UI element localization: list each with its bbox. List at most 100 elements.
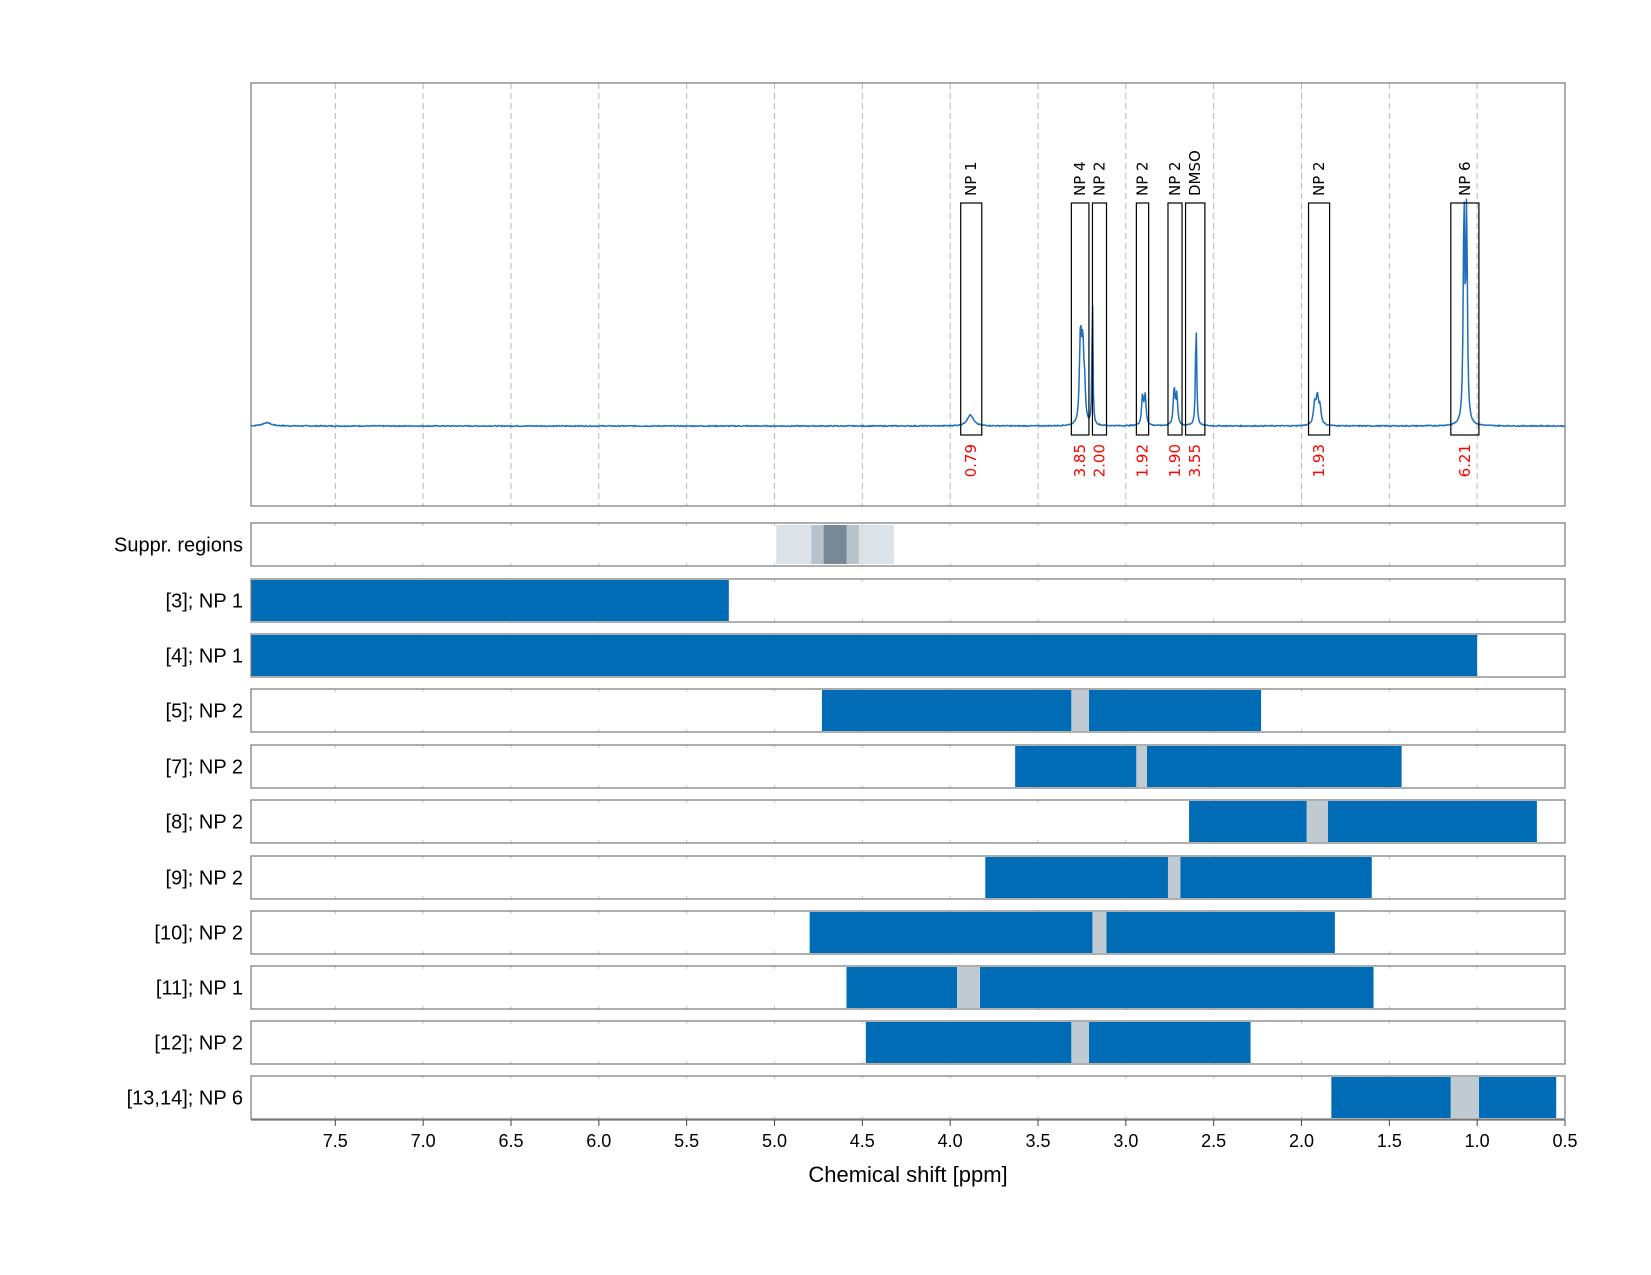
row-frame xyxy=(250,688,1566,733)
peak-box: NP 2 1.92 xyxy=(1134,161,1152,477)
peak-label: NP 6 xyxy=(1456,161,1474,196)
range-gap xyxy=(1071,690,1089,731)
range-row: [4]; NP 1 xyxy=(166,633,1566,678)
peak-box: DMSO 3.55 xyxy=(1184,150,1206,477)
peak-box: NP 6 6.21 xyxy=(1450,161,1480,477)
range-bar xyxy=(821,690,1072,731)
integral-value: 6.21 xyxy=(1456,444,1474,477)
x-tick-label: 6.5 xyxy=(498,1131,523,1151)
range-bar xyxy=(1106,912,1335,953)
x-tick-label: 2.0 xyxy=(1289,1131,1314,1151)
peak-box-frame xyxy=(1070,202,1090,436)
peak-box: NP 4 3.85 xyxy=(1070,161,1090,477)
spectrum-frame xyxy=(250,82,1566,507)
range-row: [8]; NP 2 xyxy=(166,799,1566,844)
x-tick-label: 1.5 xyxy=(1377,1131,1402,1151)
range-row: [11]; NP 1 xyxy=(156,965,1566,1010)
peak-label: NP 4 xyxy=(1071,161,1089,196)
peak-box-frame xyxy=(1091,202,1108,436)
row-frame xyxy=(250,1020,1566,1065)
range-gap xyxy=(1450,1077,1479,1118)
range-bar xyxy=(1180,857,1372,898)
spectrum-trace xyxy=(250,198,1566,428)
range-row: [13,14]; NP 6 xyxy=(127,1075,1566,1120)
peak-box-frame xyxy=(1135,202,1150,436)
peak-box-frame xyxy=(1450,202,1480,436)
range-gap xyxy=(1136,746,1147,787)
peak-box-frame xyxy=(1184,202,1206,436)
range-bar xyxy=(809,912,1093,953)
row-label: [3]; NP 1 xyxy=(166,591,243,613)
range-gap xyxy=(957,967,981,1008)
row-label: [7]; NP 2 xyxy=(166,757,243,779)
row-label: [10]; NP 2 xyxy=(154,923,243,945)
range-row: [9]; NP 2 xyxy=(166,855,1566,900)
row-frame xyxy=(250,578,1566,623)
row-label: [8]; NP 2 xyxy=(166,812,243,834)
peak-box-frame xyxy=(1307,202,1331,436)
range-row: [12]; NP 2 xyxy=(154,1020,1566,1065)
row-frame xyxy=(250,522,1566,567)
spectrum-panel: NP 1 0.79 NP 4 3.85 NP 2 2.00 NP 2 1.92 NP 2 1.90… xyxy=(250,82,1566,507)
range-rows: Suppr. regions [3]; NP 1 [4]; NP 1 [5]; NP … xyxy=(114,522,1566,1120)
range-bar xyxy=(1088,690,1262,731)
x-axis-label: Chemical shift [ppm] xyxy=(808,1162,1007,1187)
x-tick-label: 7.0 xyxy=(411,1131,436,1151)
range-bar xyxy=(985,857,1168,898)
row-frame xyxy=(250,855,1566,900)
range-row: [5]; NP 2 xyxy=(166,688,1566,733)
peak-label: DMSO xyxy=(1186,150,1204,196)
x-tick-label: 4.0 xyxy=(938,1131,963,1151)
integral-value: 1.90 xyxy=(1166,444,1184,477)
x-axis: 7.5 7.0 6.5 6.0 5.5 5.0 4.5 4.0 3.5 3.0 2.5 2.0 1.5 1… xyxy=(251,1119,1578,1151)
row-frame xyxy=(250,799,1566,844)
suppression-region xyxy=(823,525,847,564)
range-bar xyxy=(1331,1077,1451,1118)
x-tick-label: 2.5 xyxy=(1201,1131,1226,1151)
range-bar xyxy=(980,967,1374,1008)
range-bar xyxy=(251,635,1478,676)
x-tick-label: 1.0 xyxy=(1465,1131,1490,1151)
row-label: [12]; NP 2 xyxy=(154,1033,243,1055)
range-row: [3]; NP 1 xyxy=(166,578,1566,623)
row-label: Suppr. regions xyxy=(114,535,243,557)
peak-box: NP 1 0.79 xyxy=(960,161,983,477)
row-label: [4]; NP 1 xyxy=(166,646,243,668)
x-tick-label: 6.0 xyxy=(586,1131,611,1151)
peak-box: NP 2 2.00 xyxy=(1090,161,1108,477)
range-row: [10]; NP 2 xyxy=(154,910,1566,955)
integral-value: 1.93 xyxy=(1310,444,1328,477)
row-frame xyxy=(250,633,1566,678)
x-tick-label: 3.5 xyxy=(1025,1131,1050,1151)
x-tick-label: 4.5 xyxy=(850,1131,875,1151)
range-bar xyxy=(1478,1077,1557,1118)
row-frame xyxy=(250,1075,1566,1120)
integral-value: 0.79 xyxy=(962,444,980,477)
row-label: [11]; NP 1 xyxy=(156,978,243,1000)
x-tick-label: 7.5 xyxy=(323,1131,348,1151)
peak-label: NP 2 xyxy=(1134,161,1152,196)
range-gap xyxy=(1167,857,1181,898)
range-row: [7]; NP 2 xyxy=(166,744,1566,789)
integral-value: 2.00 xyxy=(1090,444,1108,477)
range-bar xyxy=(251,580,729,621)
range-gap xyxy=(1092,912,1107,953)
row-label: [5]; NP 2 xyxy=(166,701,243,723)
range-gap xyxy=(1071,1022,1089,1063)
range-bar xyxy=(865,1022,1072,1063)
row-label: [9]; NP 2 xyxy=(166,868,243,890)
range-bar xyxy=(1146,746,1402,787)
peak-box-frame xyxy=(1167,202,1183,436)
integral-value: 3.55 xyxy=(1186,444,1204,477)
range-gap xyxy=(1306,801,1328,842)
row-frame xyxy=(250,744,1566,789)
peak-label: NP 1 xyxy=(962,161,980,196)
x-tick-label: 5.0 xyxy=(762,1131,787,1151)
integral-value: 1.92 xyxy=(1134,444,1152,477)
peak-label: NP 2 xyxy=(1166,161,1184,196)
range-bar xyxy=(1088,1022,1251,1063)
row-frame xyxy=(250,965,1566,1010)
x-tick-label: 3.0 xyxy=(1113,1131,1138,1151)
integral-value: 3.85 xyxy=(1071,444,1089,477)
